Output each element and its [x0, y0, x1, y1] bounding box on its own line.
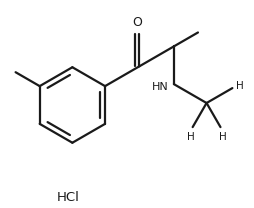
Text: H: H — [235, 81, 243, 91]
Text: HCl: HCl — [57, 191, 80, 204]
Text: O: O — [132, 16, 142, 28]
Text: HN: HN — [152, 82, 168, 92]
Text: H: H — [218, 132, 226, 142]
Text: H: H — [186, 132, 194, 142]
